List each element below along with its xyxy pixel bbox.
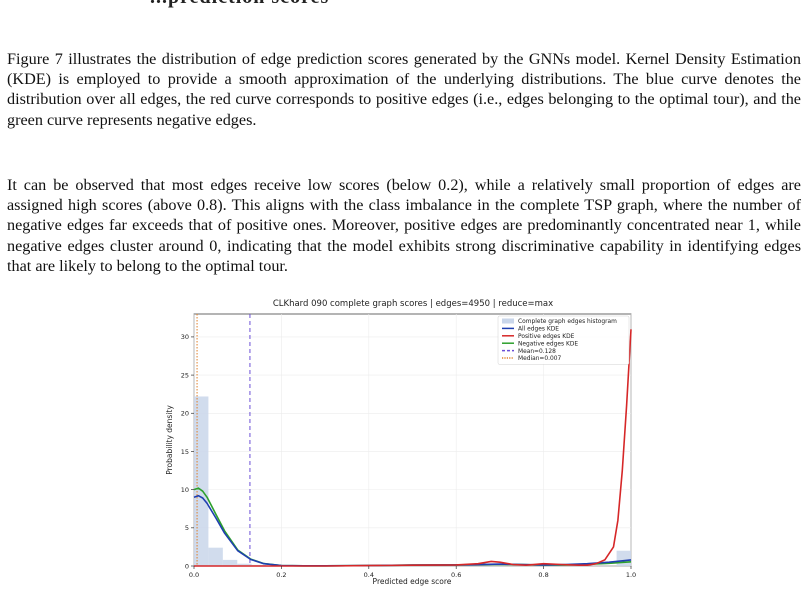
x-axis-ticks: 0.0 0.2 0.4 0.6 0.8 1.0 xyxy=(189,566,636,579)
y-tick-label-6: 30 xyxy=(181,333,189,341)
legend-label-4: Mean=0.128 xyxy=(518,349,556,355)
kde-curves xyxy=(193,329,632,567)
chart-legend: Complete graph edges histogram All edges … xyxy=(497,315,630,365)
x-tick-label-0: 0.0 xyxy=(189,571,199,579)
figure-score-distribution: CLKhard 090 complete graph scores | edge… xyxy=(165,299,636,586)
y-tick-label-5: 25 xyxy=(181,371,189,379)
legend-label-5: Median=0.007 xyxy=(518,356,561,362)
histogram-bar-0 xyxy=(194,396,209,566)
histogram-bar-5 xyxy=(616,550,631,566)
y-axis-ticks: 0 5 10 15 20 25 30 xyxy=(181,333,194,570)
x-tick-label-2: 0.4 xyxy=(364,571,374,579)
x-tick-label-5: 1.0 xyxy=(626,571,636,579)
heading-fragment: ...prediction scores xyxy=(150,0,510,8)
histogram-bar-1 xyxy=(208,547,223,566)
legend-label-0: Complete graph edges histogram xyxy=(518,319,617,325)
y-tick-label-4: 20 xyxy=(181,410,189,418)
paragraph-analysis: It can be observed that most edges recei… xyxy=(7,176,801,275)
y-axis-label: Probability density xyxy=(165,405,174,475)
legend-label-2: Positive edges KDE xyxy=(518,334,575,340)
x-axis-label: Predicted edge score xyxy=(373,577,452,586)
x-tick-label-3: 0.6 xyxy=(451,571,461,579)
histogram-bar-3 xyxy=(237,563,252,566)
y-tick-label-0: 0 xyxy=(185,562,189,570)
x-tick-label-4: 0.8 xyxy=(538,571,548,579)
y-tick-label-1: 5 xyxy=(185,524,189,532)
legend-swatch-0 xyxy=(502,318,514,324)
legend-label-1: All edges KDE xyxy=(518,327,559,333)
legend-label-3: Negative edges KDE xyxy=(518,341,578,347)
y-tick-label-3: 15 xyxy=(181,448,189,456)
legend-box xyxy=(497,315,630,365)
reference-lines xyxy=(196,314,251,566)
chart-title: CLKhard 090 complete graph scores | edge… xyxy=(273,299,553,309)
x-tick-label-1: 0.2 xyxy=(276,571,286,579)
histogram-bar-2 xyxy=(222,559,238,566)
y-tick-label-2: 10 xyxy=(181,486,189,494)
paragraph-figure-description: Figure 7 illustrates the distribution of… xyxy=(7,50,801,129)
kde-curve-1 xyxy=(194,329,632,567)
